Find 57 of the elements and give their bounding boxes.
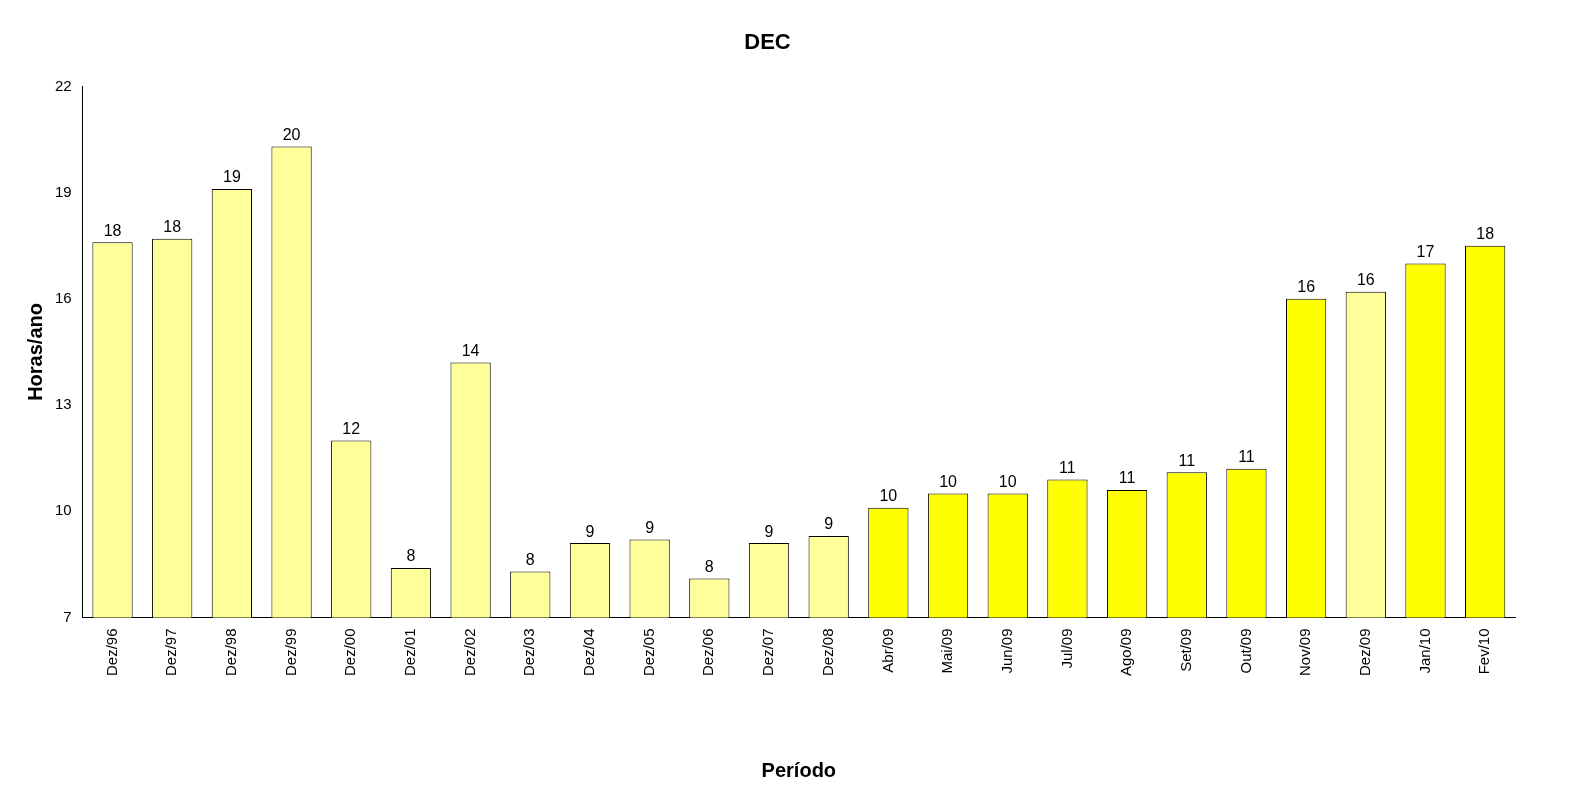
data-label: 11 xyxy=(1238,448,1255,466)
x-tick-label: Dez/09 xyxy=(1355,628,1373,676)
x-tick-label: Dez/96 xyxy=(102,628,120,676)
x-tick-label: Dez/01 xyxy=(401,628,419,676)
data-label: 18 xyxy=(163,218,182,236)
data-label: 10 xyxy=(879,487,898,505)
data-label: 8 xyxy=(406,547,416,565)
data-label: 8 xyxy=(704,557,714,575)
y-tick-label: 19 xyxy=(55,182,72,200)
data-label: 14 xyxy=(461,341,480,359)
data-label: 18 xyxy=(1476,225,1495,243)
x-tick-label: Dez/08 xyxy=(818,628,836,676)
data-label: 18 xyxy=(103,221,122,239)
data-label: 9 xyxy=(824,515,834,533)
x-tick-label: Dez/04 xyxy=(580,628,598,676)
data-label: 10 xyxy=(998,472,1017,490)
x-tick-label: Dez/00 xyxy=(341,628,359,676)
x-tick-label: Dez/03 xyxy=(520,628,538,676)
data-label: 12 xyxy=(342,419,361,437)
x-tick-label: Dez/97 xyxy=(162,628,180,676)
x-tick-label: Nov/09 xyxy=(1296,628,1314,676)
x-tick-label: Dez/99 xyxy=(281,628,299,676)
data-label: 10 xyxy=(939,472,958,490)
x-tick-label: Fev/10 xyxy=(1475,628,1493,675)
y-tick-label: 13 xyxy=(55,395,72,413)
y-tick-label: 22 xyxy=(55,76,72,94)
data-label: 16 xyxy=(1356,271,1375,289)
x-tick-label: Ago/09 xyxy=(1117,628,1135,677)
data-label: 9 xyxy=(585,522,595,540)
x-tick-label: Jan/10 xyxy=(1415,628,1433,674)
y-axis-title: Horas/ano xyxy=(23,303,46,401)
data-label: 19 xyxy=(222,168,241,186)
x-tick-label: Dez/05 xyxy=(639,628,657,676)
x-tick-label: Jun/09 xyxy=(997,628,1015,674)
data-label: 20 xyxy=(282,125,301,143)
y-tick-label: 7 xyxy=(63,607,72,625)
x-tick-label: Dez/07 xyxy=(759,628,777,676)
chart-title: DEC xyxy=(744,29,791,55)
x-tick-label: Jul/09 xyxy=(1057,628,1075,669)
x-tick-label: Set/09 xyxy=(1176,628,1194,672)
data-label: 9 xyxy=(764,522,774,540)
x-tick-label: Dez/02 xyxy=(460,628,478,676)
data-label: 11 xyxy=(1118,469,1136,487)
data-label: 8 xyxy=(525,550,535,568)
x-tick-label: Dez/98 xyxy=(222,628,240,676)
x-tick-label: Mai/09 xyxy=(938,628,956,674)
x-tick-label: Abr/09 xyxy=(878,628,896,673)
data-label: 11 xyxy=(1059,458,1076,476)
y-tick-label: 10 xyxy=(55,501,72,519)
y-tick-label: 16 xyxy=(55,288,72,306)
data-label: 17 xyxy=(1416,242,1435,260)
x-axis-title: Período xyxy=(761,758,837,781)
data-label: 9 xyxy=(645,518,655,536)
x-tick-label: Dez/06 xyxy=(699,628,717,676)
data-label: 16 xyxy=(1297,278,1316,296)
x-tick-label: Out/09 xyxy=(1236,628,1254,674)
data-label: 11 xyxy=(1178,451,1196,469)
